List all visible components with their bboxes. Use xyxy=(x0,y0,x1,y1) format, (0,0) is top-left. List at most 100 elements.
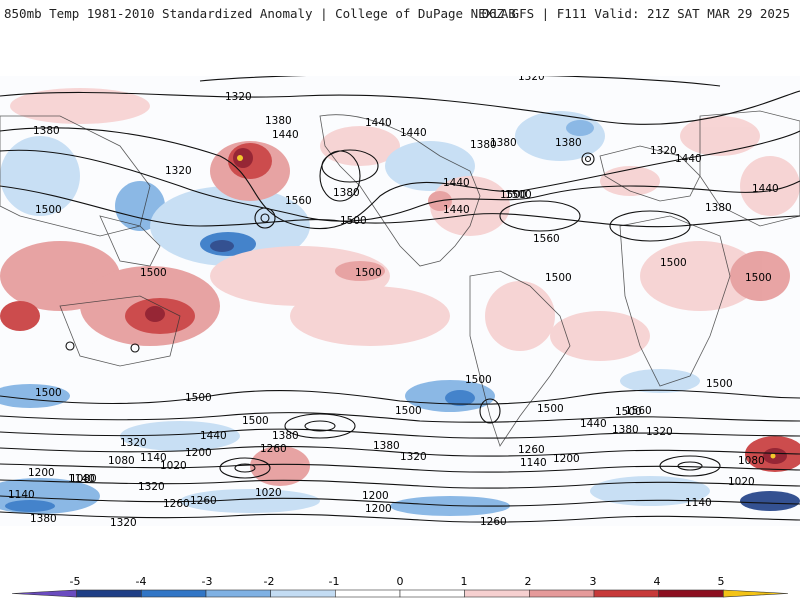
contour-label: 1380 xyxy=(490,137,517,149)
contour-label: 1500 xyxy=(660,257,687,269)
colorbar-tick: 2 xyxy=(525,575,532,588)
colorbar-tick: -3 xyxy=(202,575,213,588)
colorbar-tick: 3 xyxy=(590,575,597,588)
colorbar-swatch xyxy=(723,589,789,598)
contour-label: 1380 xyxy=(373,440,400,452)
contour-label: 1020 xyxy=(728,476,755,488)
contour-label: 1200 xyxy=(28,467,55,479)
colorbar-tick: -4 xyxy=(136,575,147,588)
contour-label: 1500 xyxy=(35,204,62,216)
contour-label: 1500 xyxy=(465,374,492,386)
contour-label: 1320 xyxy=(120,437,147,449)
contour-label: 1020 xyxy=(255,487,282,499)
contour-label: 1440 xyxy=(580,418,607,430)
colorbar-swatch xyxy=(335,589,401,598)
colorbar-swatch xyxy=(399,589,465,598)
contour-label: 1140 xyxy=(68,473,95,485)
colorbar-swatch xyxy=(658,589,724,598)
contour-label: 1200 xyxy=(365,503,392,515)
contour-label: 1140 xyxy=(140,452,167,464)
contour-label: 1320 xyxy=(138,481,165,493)
height-contours xyxy=(0,76,800,523)
contour-label: 1440 xyxy=(365,117,392,129)
contour-label: 1500 xyxy=(140,267,167,279)
contour-label: 1440 xyxy=(752,183,779,195)
contour-label: 1140 xyxy=(520,457,547,469)
contour-label: 1320 xyxy=(650,145,677,157)
contour-label: 1560 xyxy=(285,195,312,207)
contour-label: 1500 xyxy=(242,415,269,427)
colorbar-tick: 4 xyxy=(654,575,661,588)
contour-label: 1380 xyxy=(612,424,639,436)
contour-label: 1380 xyxy=(333,187,360,199)
contour-label: 1380 xyxy=(33,125,60,137)
contour-label: 1260 xyxy=(518,444,545,456)
contour-label: 1380 xyxy=(30,513,57,525)
contour-label: 1500 xyxy=(185,392,212,404)
contour-label: 1500 xyxy=(355,267,382,279)
contour-label: 1500 xyxy=(537,403,564,415)
contour-label: 1140 xyxy=(685,497,712,509)
contour-label: 1500 xyxy=(505,189,532,201)
contour-label: 1140 xyxy=(8,489,35,501)
contour-label: 1080 xyxy=(70,473,97,485)
colorbar-swatch xyxy=(141,589,207,598)
contour-label: 1440 xyxy=(200,430,227,442)
model-run-info: 06Z GFS | F111 Valid: 21Z SAT MAR 29 202… xyxy=(481,6,790,21)
contour-label: 1500 xyxy=(35,387,62,399)
contour-label: 1380 xyxy=(272,430,299,442)
contour-label: 1440 xyxy=(272,129,299,141)
colorbar-swatch xyxy=(205,589,271,598)
contour-label: 1440 xyxy=(675,153,702,165)
colorbar-swatch xyxy=(464,589,530,598)
contour-label: 1500 xyxy=(340,215,367,227)
contour-label: 1560 xyxy=(533,233,560,245)
contour-label: 1320 xyxy=(518,76,545,83)
contour-label: 1500 xyxy=(615,406,642,418)
contour-label: 1200 xyxy=(185,447,212,459)
contour-label: 1320 xyxy=(225,91,252,103)
colorbar-tick: -5 xyxy=(70,575,81,588)
colorbar-swatch xyxy=(529,589,595,598)
contour-label: 1080 xyxy=(738,455,765,467)
contour-label: 1380 xyxy=(555,137,582,149)
contour-label: 1260 xyxy=(480,516,507,526)
coastlines xyxy=(0,110,800,447)
contour-label: 1500 xyxy=(745,272,772,284)
contour-label: 1500 xyxy=(500,189,527,201)
colorbar: -5 -4 -3 -2 -1 0 1 2 3 4 5 xyxy=(11,575,789,598)
contour-label: 1320 xyxy=(400,451,427,463)
contour-label: 1500 xyxy=(545,272,572,284)
contour-label: 1200 xyxy=(362,490,389,502)
colorbar-tick: 1 xyxy=(461,575,468,588)
header: 850mb Temp 1981-2010 Standardized Anomal… xyxy=(0,0,800,28)
contour-label: 1320 xyxy=(165,165,192,177)
contour-label: 1200 xyxy=(553,453,580,465)
contour-label: 1320 xyxy=(646,426,673,438)
colorbar-tick: 5 xyxy=(718,575,725,588)
contour-label: 1320 xyxy=(110,517,137,526)
contour-label: 1440 xyxy=(443,204,470,216)
colorbar-tick: -1 xyxy=(329,575,340,588)
contour-label: 1380 xyxy=(470,139,497,151)
contour-label: 1260 xyxy=(163,498,190,510)
colorbar-tick: -2 xyxy=(264,575,275,588)
map-title: 850mb Temp 1981-2010 Standardized Anomal… xyxy=(4,6,516,21)
contour-label: 1260 xyxy=(260,443,287,455)
contour-label: 1440 xyxy=(443,177,470,189)
colorbar-swatch xyxy=(270,589,336,598)
colorbar-swatch xyxy=(76,589,142,598)
contour-label: 1260 xyxy=(190,495,217,507)
anomaly-map: 1320 1320 1380 1380 1440 1440 1380 1440 … xyxy=(0,76,800,526)
contour-label: 1500 xyxy=(706,378,733,390)
colorbar-swatch xyxy=(11,589,77,598)
contour-label: 1380 xyxy=(265,115,292,127)
colorbar-swatch xyxy=(593,589,659,598)
contour-label: 1560 xyxy=(625,405,652,417)
colorbar-ticks: -5 -4 -3 -2 -1 0 1 2 3 4 5 xyxy=(70,575,725,588)
contour-label: 1380 xyxy=(705,202,732,214)
colorbar-swatches xyxy=(11,589,789,598)
contour-label: 1080 xyxy=(108,455,135,467)
colorbar-tick: 0 xyxy=(397,575,404,588)
contour-labels: 1320 1320 1380 1380 1440 1440 1380 1440 … xyxy=(8,76,779,526)
